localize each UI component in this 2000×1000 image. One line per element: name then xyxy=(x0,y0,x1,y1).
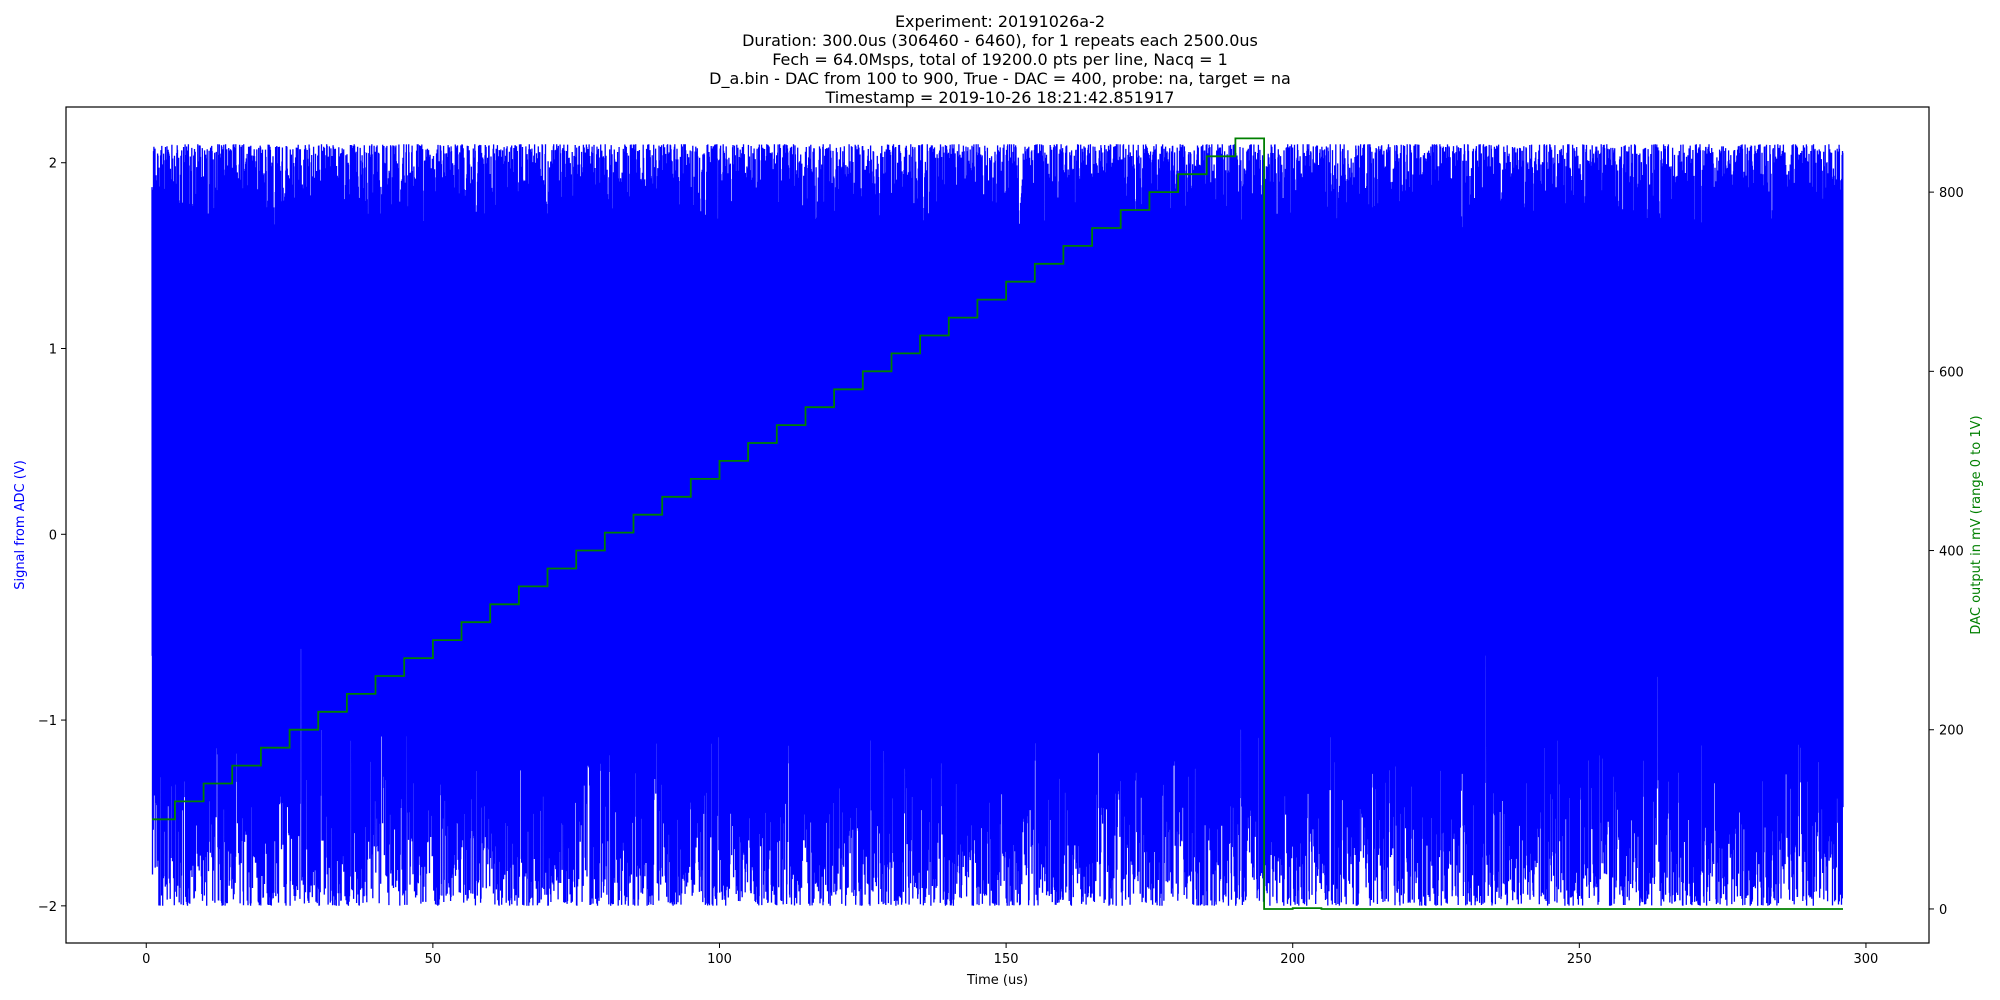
x-axis-label: Time (us) xyxy=(966,973,1028,988)
y-axis-right: 0 200 400 600 800 xyxy=(1929,186,1964,918)
y-axis-right-label: DAC output in mV (range 0 to 1V) xyxy=(1969,415,1984,634)
title-line-3: Fech = 64.0Msps, total of 19200.0 pts pe… xyxy=(772,50,1228,69)
y-left-tick-label: 0 xyxy=(49,528,57,543)
y-right-tick-label: 400 xyxy=(1939,545,1964,560)
x-tick-label: 250 xyxy=(1567,952,1592,967)
x-tick-label: 150 xyxy=(994,952,1019,967)
y-axis-left-label: Signal from ADC (V) xyxy=(13,460,28,590)
y-left-tick-label: 2 xyxy=(49,157,57,172)
y-left-tick-label: 1 xyxy=(49,343,57,358)
x-axis: 0 50 100 150 200 250 300 xyxy=(142,943,1878,967)
y-right-tick-label: 600 xyxy=(1939,365,1964,380)
dac-series xyxy=(152,137,1843,910)
signal-line xyxy=(151,144,1844,906)
y-right-tick-label: 0 xyxy=(1939,903,1947,918)
x-tick-label: 50 xyxy=(425,952,442,967)
y-left-tick-label: −2 xyxy=(38,900,57,915)
title-line-2: Duration: 300.0us (306460 - 6460), for 1… xyxy=(742,31,1258,50)
signal-series xyxy=(151,144,1844,906)
title-line-5: Timestamp = 2019-10-26 18:21:42.851917 xyxy=(825,88,1175,107)
y-axis-left: −2 −1 0 1 2 xyxy=(38,157,66,915)
y-right-tick-label: 200 xyxy=(1939,724,1964,739)
axes-frame xyxy=(65,106,1930,944)
y-left-tick-label: −1 xyxy=(38,714,57,729)
dac-step-line xyxy=(152,137,1843,910)
title-line-1: Experiment: 20191026a-2 xyxy=(894,12,1106,31)
x-tick-label: 200 xyxy=(1280,952,1305,967)
chart-title: Experiment: 20191026a-2 Duration: 300.0u… xyxy=(0,12,2000,107)
x-tick-label: 300 xyxy=(1854,952,1879,967)
title-line-4: D_a.bin - DAC from 100 to 900, True - DA… xyxy=(709,69,1291,88)
y-right-tick-label: 800 xyxy=(1939,186,1964,201)
x-tick-label: 0 xyxy=(142,952,150,967)
x-tick-label: 100 xyxy=(707,952,732,967)
